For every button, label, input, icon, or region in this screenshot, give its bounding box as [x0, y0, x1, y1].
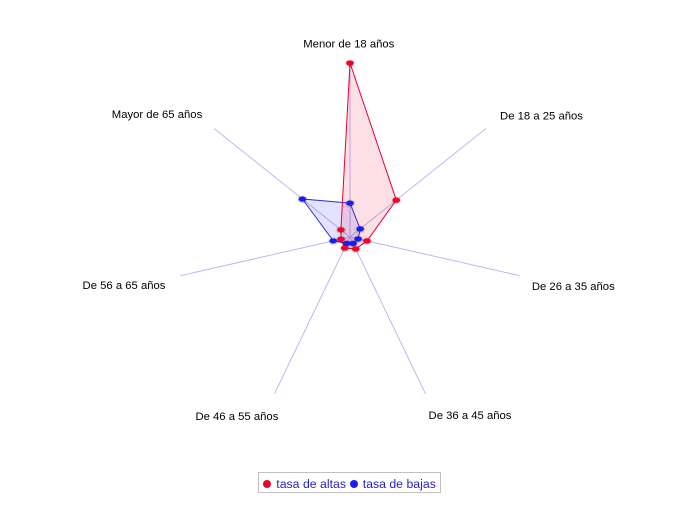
svg-text:De 36 a 45 años: De 36 a 45 años — [429, 410, 512, 422]
svg-text:De 18 a 25 años: De 18 a 25 años — [500, 110, 583, 122]
svg-text:De 46 a 55 años: De 46 a 55 años — [195, 411, 278, 423]
svg-text:Mayor de 65 años: Mayor de 65 años — [112, 109, 203, 121]
svg-text:De 56 a 65 años: De 56 a 65 años — [83, 280, 166, 292]
svg-text:Menor de 18 años: Menor de 18 años — [303, 38, 394, 50]
svg-text:De 26 a 35 años: De 26 a 35 años — [532, 281, 615, 293]
